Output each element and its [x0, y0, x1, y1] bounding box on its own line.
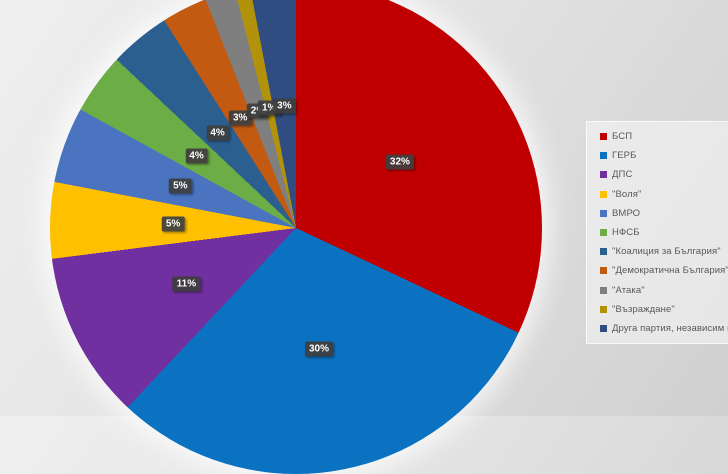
legend-swatch-icon: [600, 305, 607, 313]
legend-swatch-icon: [600, 152, 607, 160]
legend-swatch-icon: [600, 209, 607, 217]
data-label: 32%: [385, 154, 414, 170]
legend-label: "Демократична България": [612, 265, 728, 277]
legend-label: ГЕРБ: [612, 150, 637, 162]
legend-swatch-icon: [600, 267, 607, 275]
data-label: 3%: [228, 110, 252, 126]
data-label: 11%: [172, 276, 201, 292]
legend-item: БСП: [600, 127, 728, 146]
legend-swatch-icon: [600, 324, 607, 332]
legend-label: ДПС: [612, 169, 633, 181]
legend-label: "Воля": [612, 188, 642, 200]
data-label: 4%: [206, 125, 229, 141]
chart-area: 32%30%11%5%5%4%4%3%2%1%3% БСПГЕРБДПС"Вол…: [50, 0, 728, 474]
legend-item: ДПС: [600, 165, 728, 184]
pie-chart: [50, 0, 542, 474]
data-label: 4%: [185, 148, 208, 164]
legend-item: "Коалиция за България": [600, 242, 728, 261]
legend-label: Друга партия, независим ка: [612, 322, 728, 334]
legend-label: НФСБ: [612, 227, 640, 239]
data-label: 5%: [161, 216, 185, 232]
legend-item: Друга партия, независим ка: [600, 319, 728, 338]
legend-label: БСП: [612, 131, 633, 143]
legend-item: ГЕРБ: [600, 146, 728, 165]
legend-item: "Демократична България": [600, 261, 728, 280]
legend-label: "Коалиция за България": [612, 246, 721, 258]
legend-label: "Възраждане": [612, 303, 675, 315]
legend-item: НФСБ: [600, 223, 728, 242]
legend-label: "Атака": [612, 284, 645, 296]
legend-item: ВМРО: [600, 204, 728, 223]
legend-swatch-icon: [600, 286, 607, 294]
data-label: 3%: [273, 98, 296, 113]
data-label: 30%: [304, 341, 334, 357]
legend-item: "Атака": [600, 281, 728, 300]
legend-swatch-icon: [600, 190, 607, 198]
legend-label: ВМРО: [612, 207, 641, 219]
legend-swatch-icon: [600, 229, 607, 237]
data-label: 5%: [169, 178, 192, 194]
legend-swatch-icon: [600, 248, 607, 256]
legend-item: "Възраждане": [600, 300, 728, 319]
legend-swatch-icon: [600, 171, 607, 179]
legend-swatch-icon: [600, 133, 607, 141]
legend: БСП ГЕРБ ДПС "Воля" ВМРО НФСБ "Коалиция за Бъл…: [586, 121, 728, 345]
legend-item: "Воля": [600, 185, 728, 204]
